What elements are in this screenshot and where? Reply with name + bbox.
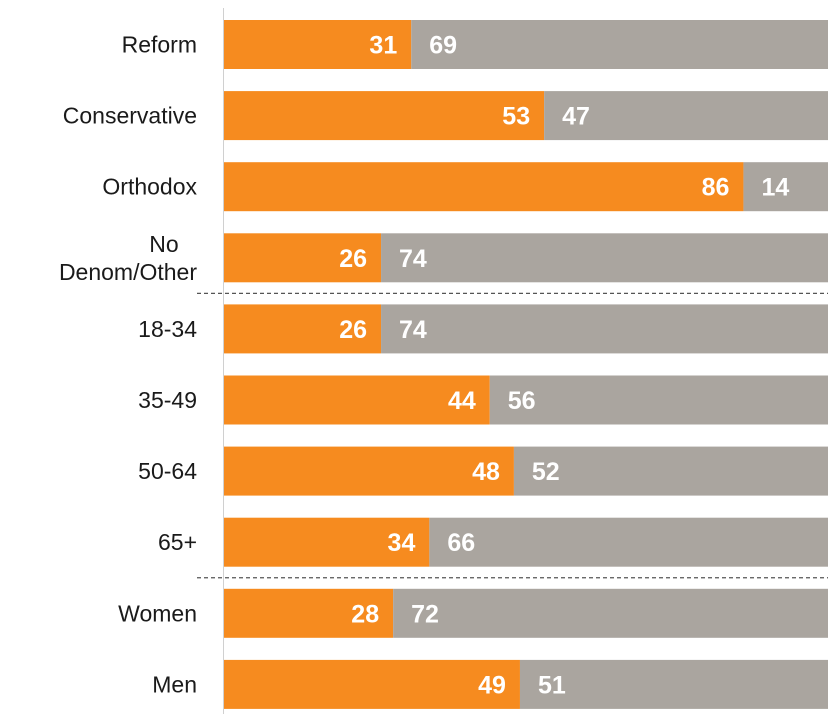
- category-label-conservative: Conservative: [63, 103, 197, 129]
- value-labels: 31 69 53 47 86 14 26 74 26 74 44 56 48 52 34 66 28 72 49 51: [339, 32, 789, 700]
- bar-segment-50-64-2: [513, 446, 828, 496]
- bar-segment-65-1: [224, 517, 430, 567]
- category-label-orthodox: Orthodox: [102, 174, 197, 200]
- value-label-reform-2: 69: [429, 32, 457, 60]
- value-label-no-denom-other-1: 26: [339, 245, 367, 273]
- value-label-orthodox-1: 86: [702, 174, 730, 202]
- category-label-reform: Reform: [122, 32, 197, 58]
- category-label-men: Men: [152, 671, 197, 697]
- category-label-35-49: 35-49: [138, 387, 197, 413]
- value-label-men-1: 49: [478, 671, 506, 699]
- value-label-women-1: 28: [351, 600, 379, 628]
- bar-segment-35-49-1: [224, 375, 490, 425]
- bar-segment-no-denom-other-2: [381, 233, 828, 283]
- bar-segment-reform-2: [411, 20, 828, 69]
- bar-segment-conservative-2: [544, 91, 828, 141]
- category-labels: Reform Conservative Orthodox No Denom/Other 1…: [59, 32, 198, 698]
- value-label-conservative-1: 53: [502, 103, 530, 131]
- bar-segment-no-denom-other-1: [224, 233, 382, 283]
- bar-segment-50-64-1: [224, 446, 514, 496]
- value-label-65-1: 34: [388, 529, 416, 557]
- bar-segment-18-34-2: [381, 304, 828, 354]
- value-label-50-64-2: 52: [532, 458, 560, 486]
- bars: [224, 20, 828, 709]
- category-label-no-denom-other: No Denom/Other: [59, 231, 197, 285]
- value-label-men-2: 51: [538, 671, 566, 699]
- value-label-women-2: 72: [411, 600, 439, 628]
- value-label-18-34-2: 74: [399, 316, 427, 344]
- category-label-65: 65+: [158, 529, 197, 555]
- value-label-50-64-1: 48: [472, 458, 500, 486]
- bar-segment-orthodox-1: [224, 162, 744, 212]
- bar-segment-orthodox-2: [743, 162, 828, 212]
- bar-segment-18-34-1: [224, 304, 382, 354]
- group-separators: [197, 292, 828, 579]
- bar-segment-reform-1: [224, 20, 412, 69]
- bar-segment-65-2: [429, 517, 828, 567]
- value-label-reform-1: 31: [369, 32, 397, 60]
- value-label-orthodox-2: 14: [761, 174, 789, 202]
- value-label-no-denom-other-2: 74: [399, 245, 427, 273]
- bar-segment-conservative-1: [224, 91, 545, 141]
- value-label-65-2: 66: [447, 529, 475, 557]
- category-label-50-64: 50-64: [138, 458, 197, 484]
- value-label-35-49-2: 56: [508, 387, 536, 415]
- category-label-18-34: 18-34: [138, 316, 197, 342]
- value-label-conservative-2: 47: [562, 103, 590, 131]
- bar-segment-women-2: [393, 588, 828, 638]
- bar-segment-35-49-2: [489, 375, 828, 425]
- bar-segment-men-1: [224, 659, 520, 709]
- bar-segment-women-1: [224, 588, 394, 638]
- category-label-women: Women: [118, 600, 197, 626]
- value-label-35-49-1: 44: [448, 387, 476, 415]
- bar-segment-men-2: [519, 659, 828, 709]
- value-label-18-34-1: 26: [339, 316, 367, 344]
